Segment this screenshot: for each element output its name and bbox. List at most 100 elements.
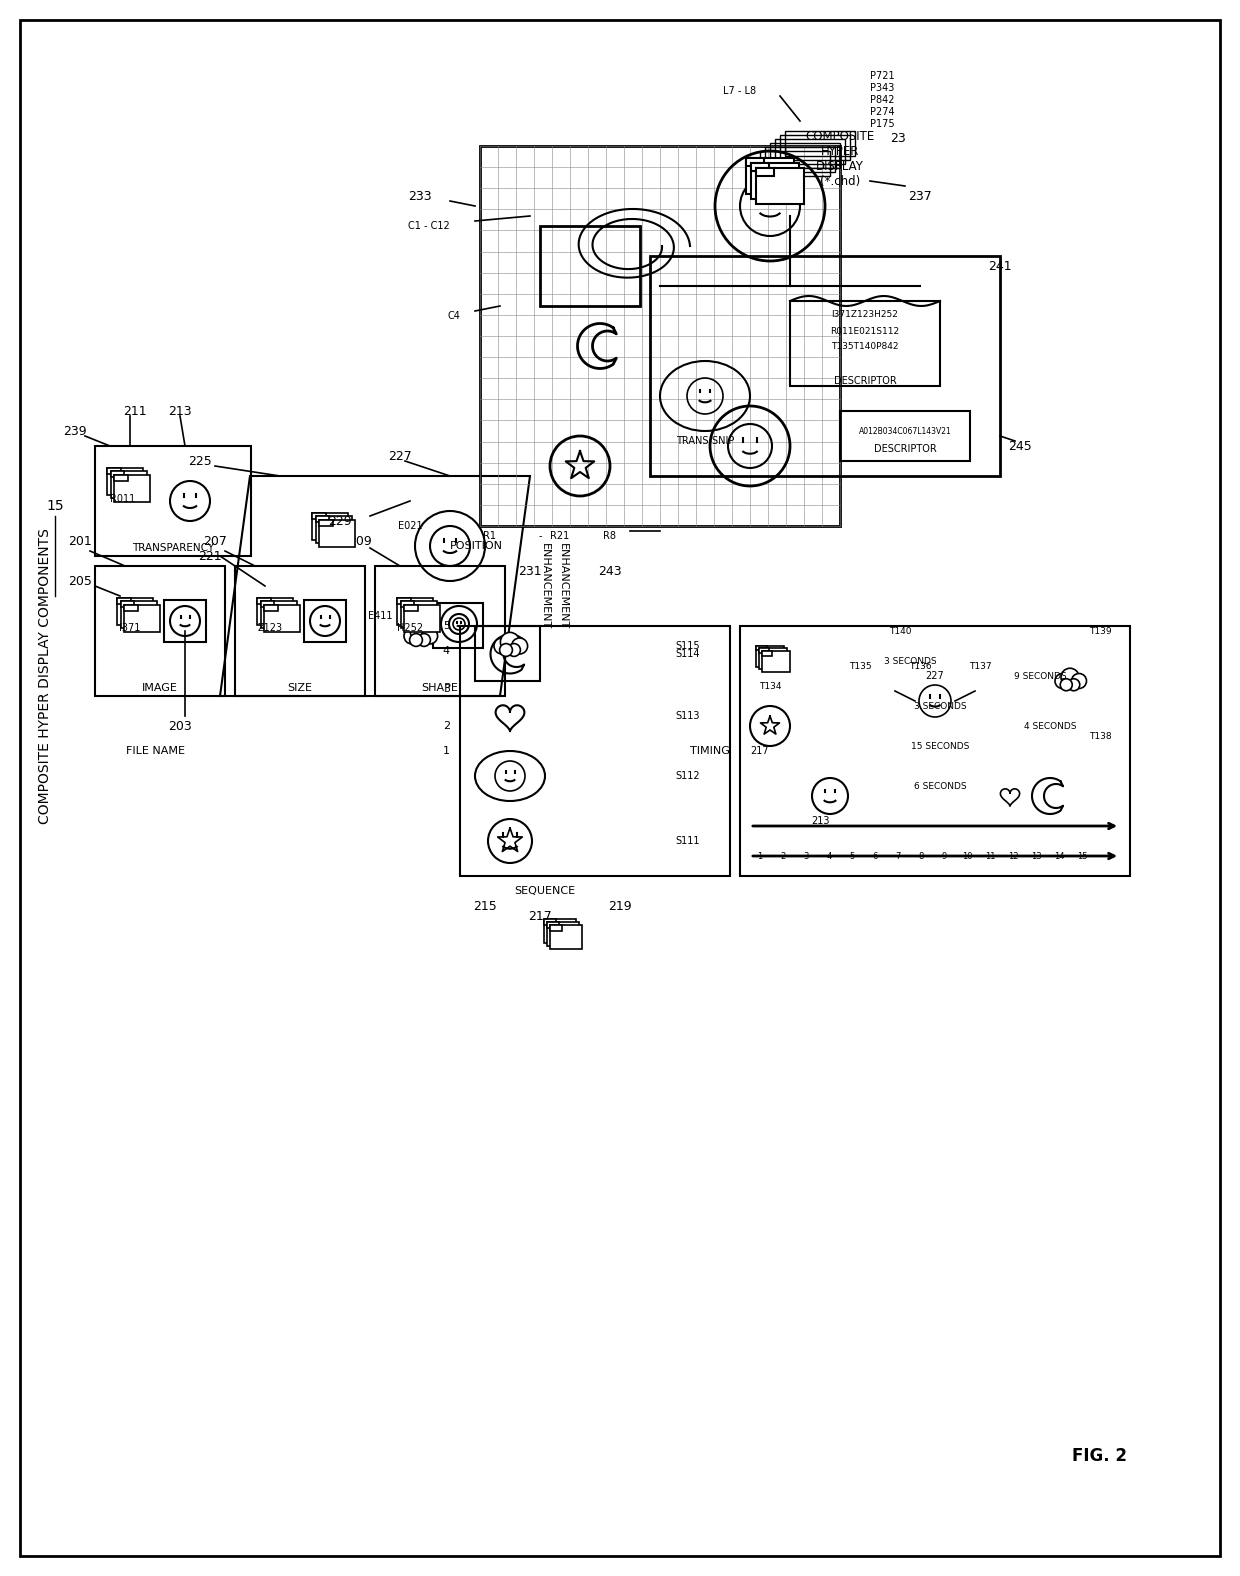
Bar xyxy=(433,604,484,648)
Text: ENHANCEMENT: ENHANCEMENT xyxy=(539,542,551,629)
Circle shape xyxy=(500,643,512,656)
Text: T140: T140 xyxy=(889,627,911,635)
Text: 5: 5 xyxy=(443,621,450,630)
Text: R21: R21 xyxy=(551,531,569,541)
Bar xyxy=(785,131,856,156)
Text: P343: P343 xyxy=(870,84,894,93)
Text: S114: S114 xyxy=(676,649,701,659)
Text: R1: R1 xyxy=(484,531,496,541)
Text: 4: 4 xyxy=(826,851,832,860)
Bar xyxy=(765,147,835,172)
Text: 10: 10 xyxy=(962,851,972,860)
Bar xyxy=(780,136,849,161)
Bar xyxy=(124,605,160,632)
Circle shape xyxy=(409,634,423,646)
Text: 5: 5 xyxy=(849,851,854,860)
Text: 221: 221 xyxy=(198,550,222,563)
Circle shape xyxy=(494,638,510,654)
Circle shape xyxy=(410,623,429,641)
Text: I371Z123H252: I371Z123H252 xyxy=(832,309,899,318)
Text: COMPOSITE HYPER DISPLAY COMPONENTS: COMPOSITE HYPER DISPLAY COMPONENTS xyxy=(38,528,52,824)
Text: T137: T137 xyxy=(968,662,991,670)
Text: 3 SECONDS: 3 SECONDS xyxy=(884,657,936,665)
Bar xyxy=(117,597,130,604)
Text: E411: E411 xyxy=(368,611,392,621)
Bar xyxy=(460,626,730,876)
Text: P721: P721 xyxy=(870,71,894,80)
Circle shape xyxy=(501,632,520,651)
Text: 213: 213 xyxy=(811,816,830,826)
Bar xyxy=(839,411,970,462)
Bar xyxy=(404,605,418,611)
Bar xyxy=(547,922,559,928)
Text: T138: T138 xyxy=(1089,731,1111,741)
Text: R011: R011 xyxy=(110,493,135,504)
Text: S112: S112 xyxy=(676,771,701,782)
Text: 4: 4 xyxy=(443,646,450,656)
Text: 213: 213 xyxy=(169,405,192,418)
Bar xyxy=(257,597,270,604)
Bar xyxy=(755,167,804,203)
Bar xyxy=(107,468,120,474)
Bar xyxy=(304,600,346,641)
Text: 3 SECONDS: 3 SECONDS xyxy=(914,701,966,711)
Text: 6 SECONDS: 6 SECONDS xyxy=(914,782,966,791)
Text: ENHANCEMENT: ENHANCEMENT xyxy=(558,542,568,629)
Text: 9: 9 xyxy=(941,851,946,860)
Bar xyxy=(312,512,325,519)
Text: S113: S113 xyxy=(676,711,701,720)
Circle shape xyxy=(404,627,420,645)
Bar xyxy=(551,925,563,931)
Bar xyxy=(312,512,348,539)
Text: TRANSPARENCY: TRANSPARENCY xyxy=(131,544,215,553)
Text: A012B034C067L143V21: A012B034C067L143V21 xyxy=(858,427,951,435)
Text: E021: E021 xyxy=(398,522,423,531)
Text: 237: 237 xyxy=(908,189,932,202)
Text: 205: 205 xyxy=(68,575,92,588)
Text: 1: 1 xyxy=(443,745,450,756)
Circle shape xyxy=(507,643,521,656)
Text: DESCRIPTOR: DESCRIPTOR xyxy=(874,444,936,454)
Text: 11: 11 xyxy=(985,851,996,860)
Text: T136: T136 xyxy=(909,662,931,670)
Text: 13: 13 xyxy=(1030,851,1042,860)
Bar xyxy=(761,651,790,671)
Text: T135T140P842: T135T140P842 xyxy=(831,342,899,350)
Bar xyxy=(117,597,153,624)
Bar xyxy=(544,919,556,925)
Text: I371: I371 xyxy=(119,623,140,634)
Text: 7: 7 xyxy=(895,851,900,860)
Bar xyxy=(316,515,329,522)
Text: 217: 217 xyxy=(528,909,552,922)
Bar xyxy=(107,468,143,495)
Text: 4 SECONDS: 4 SECONDS xyxy=(1024,722,1076,731)
Text: 207: 207 xyxy=(203,534,227,547)
Bar xyxy=(110,471,124,478)
Bar xyxy=(759,648,787,670)
Text: 217: 217 xyxy=(750,745,769,756)
Text: 15: 15 xyxy=(46,500,63,514)
Bar xyxy=(750,162,799,199)
Bar xyxy=(760,151,830,177)
Text: H252: H252 xyxy=(397,623,423,634)
Circle shape xyxy=(1071,673,1086,689)
Bar xyxy=(547,922,579,946)
Bar xyxy=(475,626,539,681)
Text: SIZE: SIZE xyxy=(288,682,312,693)
Text: 201: 201 xyxy=(68,534,92,547)
Bar xyxy=(260,600,296,629)
Bar xyxy=(95,446,250,556)
Bar xyxy=(316,515,352,544)
Bar xyxy=(790,301,940,386)
Text: 6: 6 xyxy=(872,851,878,860)
Bar xyxy=(650,255,999,476)
Text: 229: 229 xyxy=(329,514,352,528)
Bar xyxy=(260,600,274,607)
Bar xyxy=(264,605,278,611)
Text: P274: P274 xyxy=(870,107,894,117)
Text: FIG. 2: FIG. 2 xyxy=(1073,1447,1127,1466)
Text: 231: 231 xyxy=(518,564,542,577)
Bar xyxy=(756,646,784,667)
Circle shape xyxy=(512,638,527,654)
Bar xyxy=(755,167,774,177)
